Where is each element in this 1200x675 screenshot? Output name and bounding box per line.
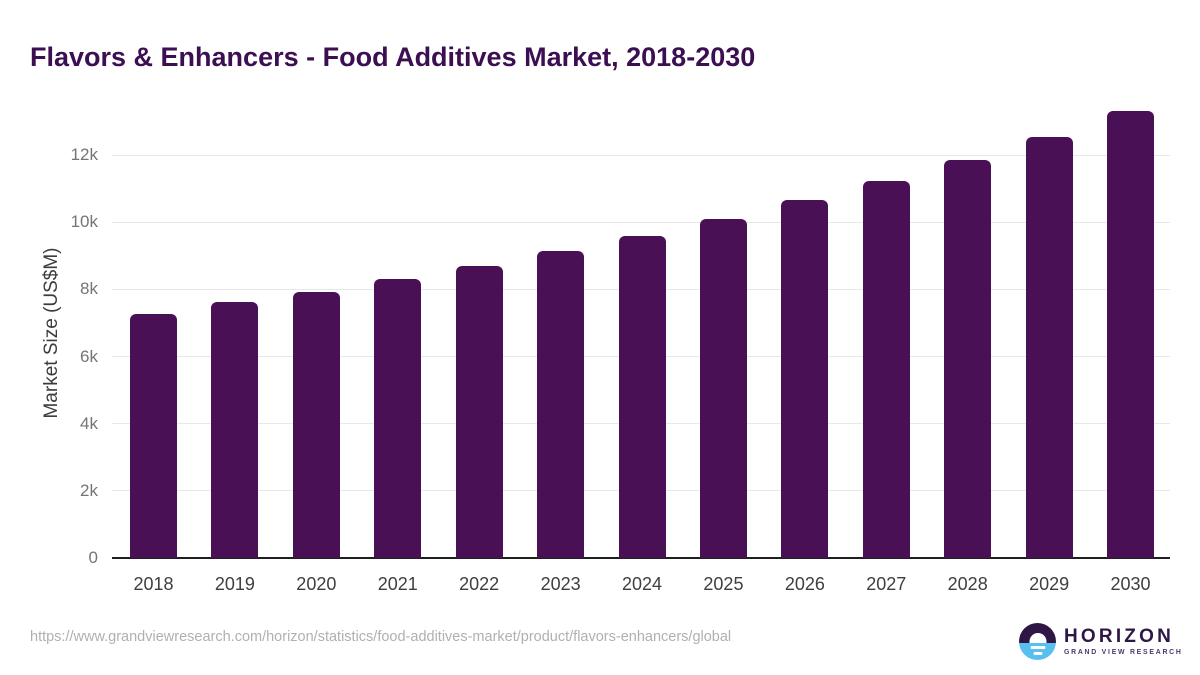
y-tick-0: 0 [88,548,98,567]
gridline-10k [112,221,1170,223]
bar-2024[interactable] [618,235,666,558]
x-tick-2019: 2019 [214,574,255,594]
bar-2025[interactable] [699,218,747,558]
x-tick-2021: 2021 [377,574,418,594]
y-tick-4k: 4k [80,413,98,433]
y-tick-6k: 6k [80,346,98,366]
logo-subtitle: GRAND VIEW RESEARCH [1064,648,1183,656]
x-axis-line [112,557,1170,559]
x-tick-2030: 2030 [1110,574,1151,594]
y-tick-2k: 2k [80,480,98,500]
x-tick-2026: 2026 [784,574,825,594]
x-tick-2029: 2029 [1029,574,1070,594]
y-tick-12k: 12k [70,145,98,164]
x-tick-2025: 2025 [703,574,744,594]
bar-2021[interactable] [374,279,422,558]
sun-arch-shape [1029,632,1046,643]
logo-text: HORIZON GRAND VIEW RESEARCH [1064,627,1183,657]
water-reflection-line [1033,651,1042,655]
horizon-logo: HORIZON GRAND VIEW RESEARCH [1019,623,1183,660]
x-axis-tick-labels: 2018 2019 2020 2021 2022 2023 2024 2025 2026 2027… [112,573,1170,597]
bar-2026[interactable] [781,200,829,558]
x-tick-2020: 2020 [296,574,337,594]
y-tick-10k: 10k [70,212,98,232]
bar-2028[interactable] [944,160,992,558]
bar-chart-plot-area [112,111,1170,559]
x-tick-2022: 2022 [459,574,500,594]
source-url: https://www.grandviewresearch.com/horizo… [30,629,732,645]
bar-2029[interactable] [1025,137,1073,558]
page-title: Flavors & Enhancers - Food Additives Mar… [30,42,756,73]
x-tick-2027: 2027 [866,574,907,594]
bar-2022[interactable] [455,266,503,558]
y-axis-tick-labels: 0 2k 4k 6k 8k 10k 12k [0,146,98,567]
x-tick-2024: 2024 [621,574,663,594]
bar-2019[interactable] [211,302,259,558]
bar-2030[interactable] [1107,111,1155,558]
bar-2023[interactable] [537,251,585,558]
water-reflection-line [1030,645,1045,649]
bar-2018[interactable] [130,313,177,558]
horizon-sunset-icon [1019,623,1056,660]
x-tick-2023: 2023 [540,574,581,594]
x-tick-2028: 2028 [947,574,988,594]
x-tick-2018: 2018 [133,574,174,594]
gridline-12k [112,154,1170,156]
bar-2020[interactable] [292,291,340,558]
bar-2027[interactable] [862,180,910,558]
y-tick-8k: 8k [80,279,98,299]
logo-name: HORIZON [1064,625,1175,647]
